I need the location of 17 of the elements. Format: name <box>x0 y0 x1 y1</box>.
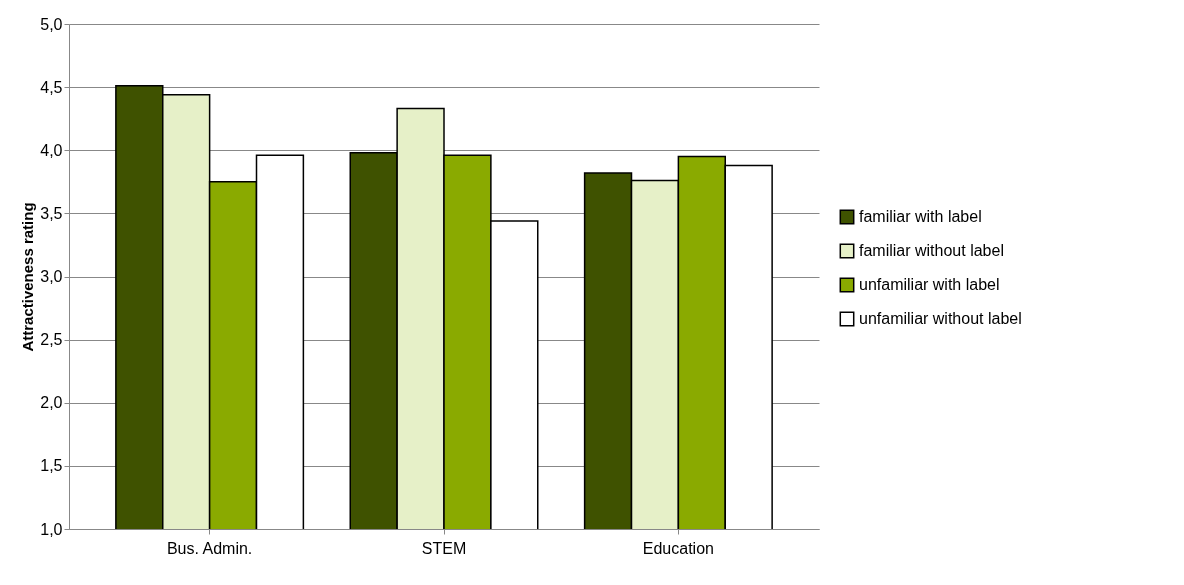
legend-label: unfamiliar with label <box>859 276 1000 293</box>
legend-label: familiar without label <box>859 242 1004 259</box>
y-tick-label: 3,5 <box>40 204 63 222</box>
legend-label: familiar with label <box>859 208 982 225</box>
x-tick-label: Education <box>642 539 714 557</box>
x-tick-label: STEM <box>421 539 467 557</box>
y-tick-label: 2,5 <box>40 331 63 349</box>
y-tick-label: 5,0 <box>40 15 63 33</box>
legend-label: unfamiliar without label <box>859 310 1022 327</box>
y-tick-label: 1,5 <box>40 457 63 475</box>
y-tick-label: 2,0 <box>40 394 63 412</box>
y-axis-title: Attractiveness rating <box>19 202 37 352</box>
y-tick-label: 1,0 <box>40 520 63 538</box>
y-tick-label: 4,5 <box>40 78 63 96</box>
y-tick-label: 3,0 <box>40 268 63 285</box>
y-tick-label: 4,0 <box>40 141 63 159</box>
x-tick-label: Bus. Admin. <box>166 539 253 557</box>
